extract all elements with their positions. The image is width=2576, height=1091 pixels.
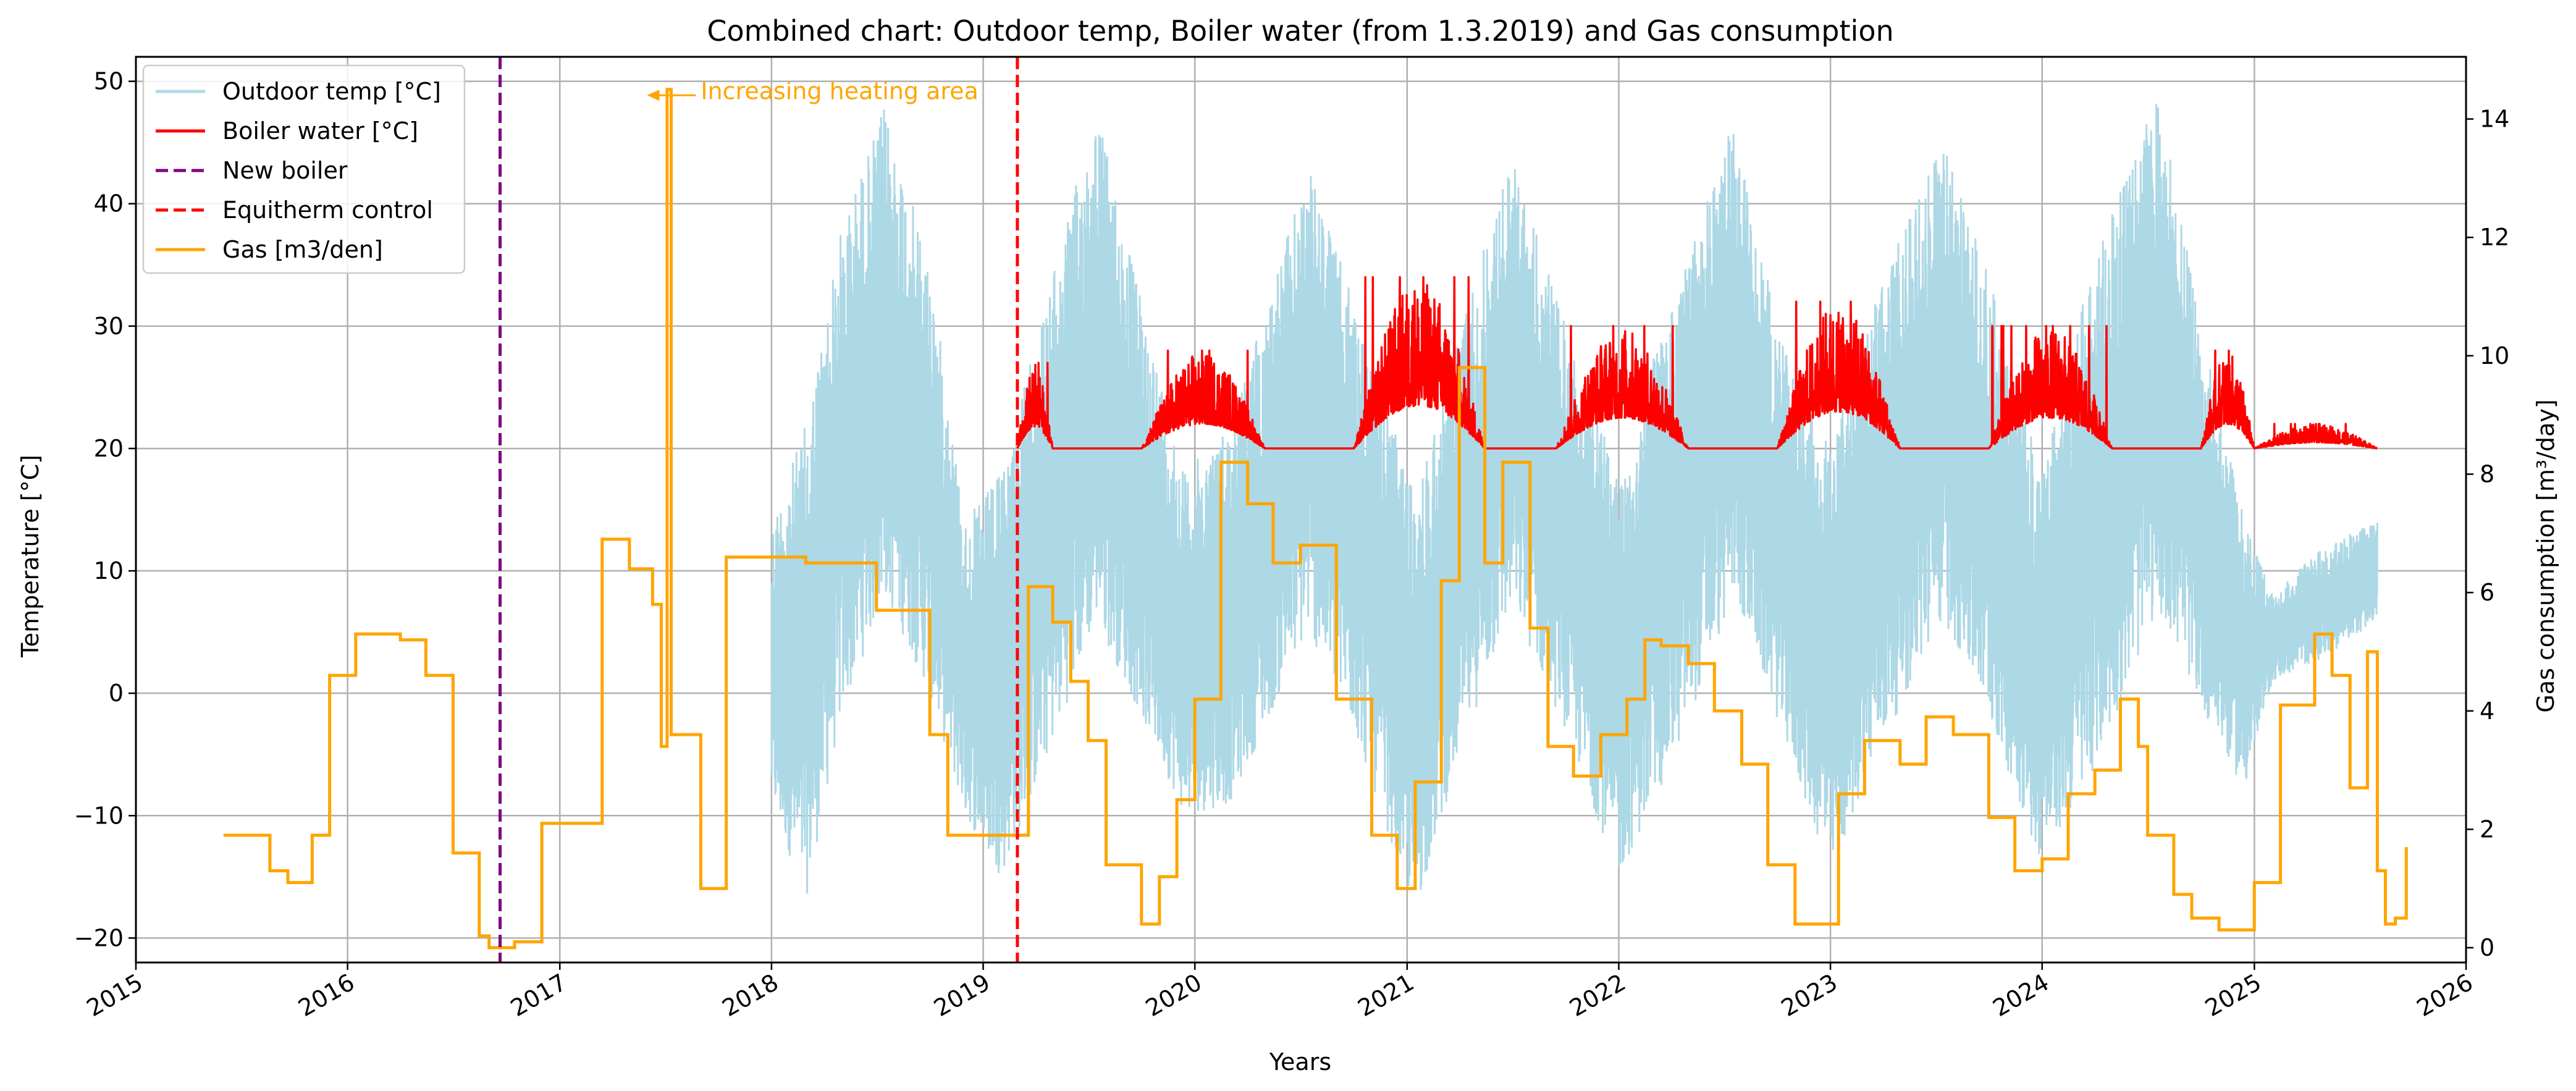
x-tick-label: 2025 [2200, 969, 2266, 1022]
y2-tick-label: 0 [2480, 934, 2494, 961]
boiler-water-line [1016, 276, 2378, 450]
x-axis-ticks: 2015 2016 2017 2018 2019 2020 2021 2022 2023 2024… [82, 963, 2478, 1022]
x-tick-label: 2026 [2412, 969, 2478, 1022]
x-tick-label: 2021 [1353, 969, 1419, 1022]
y-tick-label: 40 [94, 190, 124, 217]
y-tick-label: 10 [94, 557, 124, 584]
y2-tick-label: 6 [2480, 579, 2494, 606]
legend-box [142, 64, 466, 274]
y2-tick-label: 4 [2480, 697, 2494, 725]
annotation-text: Increasing heating area [701, 77, 979, 104]
x-tick-label: 2016 [293, 969, 359, 1022]
y2-axis-ticks: 0 2 4 6 8 10 12 14 [2466, 106, 2509, 961]
chart-title: Combined chart: Outdoor temp, Boiler wat… [707, 14, 1893, 48]
gas-line [223, 88, 2408, 950]
legend-label: Outdoor temp [°C] [222, 78, 441, 105]
y-tick-label: 0 [109, 680, 124, 707]
x-tick-label: 2022 [1565, 969, 1630, 1022]
y-tick-label: −20 [74, 924, 124, 951]
legend-label: Gas [m3/den] [222, 236, 383, 263]
x-tick-label: 2018 [718, 969, 783, 1022]
outdoor-temp-series [770, 103, 2378, 894]
x-tick-label: 2017 [506, 969, 571, 1022]
y-tick-label: 50 [94, 68, 124, 95]
legend-label: New boiler [222, 157, 348, 184]
y2-axis-label: Gas consumption [m³/day] [2532, 399, 2559, 712]
y2-tick-label: 14 [2480, 106, 2509, 133]
y2-tick-label: 2 [2480, 815, 2494, 843]
y-tick-label: −10 [74, 802, 124, 829]
gas-consumption-series [223, 88, 2408, 950]
x-tick-label: 2024 [1988, 969, 2053, 1022]
y-axis-ticks: −20 −10 0 10 20 30 40 50 [74, 68, 136, 951]
boiler-water-series [1016, 276, 2378, 450]
x-axis-label: Years [1269, 1048, 1331, 1076]
event-lines [499, 57, 1019, 963]
x-tick-label: 2019 [929, 969, 995, 1022]
y-tick-label: 20 [94, 435, 124, 462]
legend-label: Equitherm control [222, 196, 433, 224]
plot-frame [135, 56, 2467, 964]
x-tick-label: 2020 [1141, 969, 1206, 1022]
annotation-arrowhead [647, 90, 660, 101]
x-tick-label: 2015 [82, 969, 148, 1022]
x-tick-label: 2023 [1777, 969, 1842, 1022]
legend-label: Boiler water [°C] [222, 117, 418, 145]
legend: Outdoor temp [°C] Boiler water [°C] New bo… [142, 64, 466, 274]
y2-tick-label: 8 [2480, 461, 2494, 488]
y-axis-label: Temperature [°C] [17, 455, 44, 658]
y2-tick-label: 12 [2480, 224, 2509, 251]
y2-tick-label: 10 [2480, 342, 2509, 369]
annotation: Increasing heating area [647, 77, 979, 104]
y-tick-label: 30 [94, 313, 124, 340]
outdoor-temp-line [770, 103, 2378, 894]
